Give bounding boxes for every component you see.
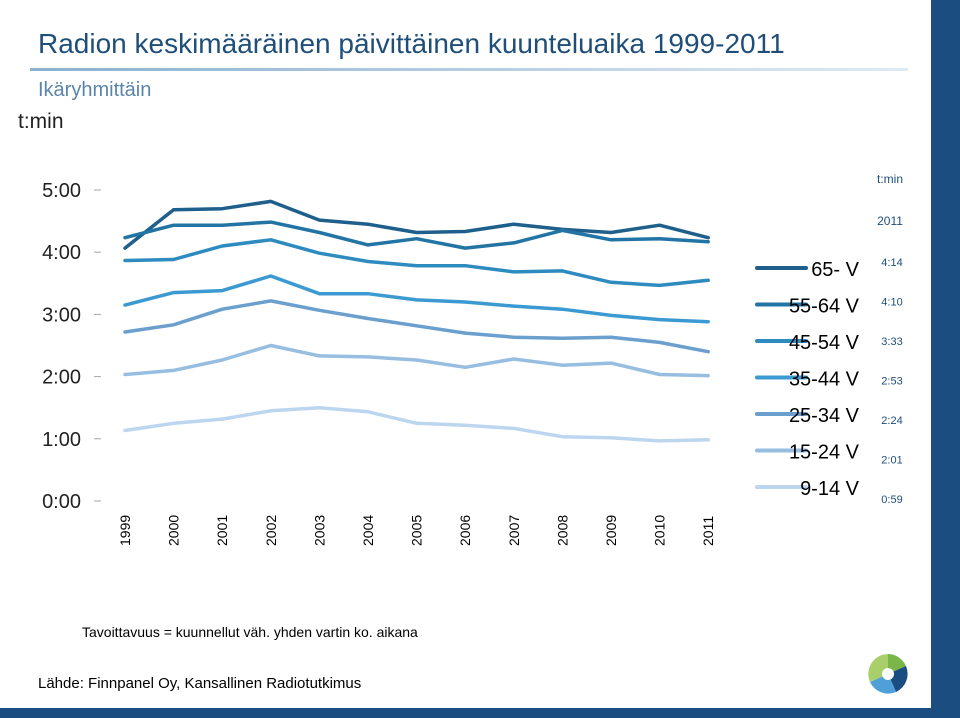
value-table-cell: 2:01 [881, 455, 902, 467]
series-line [123, 299, 710, 354]
x-tick-label: 2008 [554, 515, 570, 546]
x-axis-ticks: 1999 2000 2001 2002 2003 2004 2005 2006 2007 2008… [117, 515, 716, 546]
series-line [123, 343, 710, 378]
value-table-cell: 2:24 [881, 415, 902, 427]
x-tick-label: 2004 [360, 515, 376, 546]
x-tick-label: 2007 [506, 515, 522, 546]
x-tick-label: 2009 [603, 515, 619, 546]
finnpanel-logo [868, 654, 908, 694]
y-tick-label: 5:00 [42, 180, 81, 202]
series-line [123, 405, 710, 443]
legend-label: 55-64 V [789, 296, 860, 318]
y-tick-label: 0:00 [42, 491, 81, 513]
series-line [123, 199, 710, 250]
x-tick-label: 2010 [652, 515, 668, 546]
x-tick-label: 2005 [409, 515, 425, 546]
x-tick-label: 2003 [311, 515, 327, 546]
value-table-cell: 0:59 [881, 494, 902, 506]
x-tick-label: 2006 [457, 515, 473, 546]
decorative-bottom-bar [0, 708, 960, 718]
y-axis-ticks: 5:00 4:00 3:00 2:00 1:00 0:00 [42, 180, 101, 513]
x-tick-label: 2002 [263, 515, 279, 546]
value-table-cell: 2:53 [881, 376, 902, 388]
x-tick-label: 2000 [166, 515, 182, 546]
value-table-year: 2011 [877, 214, 903, 228]
x-tick-label: 2001 [214, 515, 230, 546]
value-table-2011: t:min 2011 4:14 4:10 3:33 2:53 2:24 2:01 0:59 [877, 172, 903, 506]
y-tick-label: 2:00 [42, 367, 81, 389]
title-underline [30, 68, 908, 71]
y-tick-label: 3:00 [42, 304, 81, 326]
decorative-right-bar [931, 0, 960, 718]
series-line [123, 274, 710, 324]
legend-label: 25-34 V [789, 405, 860, 427]
y-axis-unit-label: t:min [18, 110, 64, 133]
value-table-header: t:min [877, 172, 903, 186]
chart-title: Radion keskimääräinen päivittäinen kuunt… [38, 28, 785, 59]
source-note: Lähde: Finnpanel Oy, Kansallinen Radiotu… [38, 675, 362, 692]
chart-subtitle: Ikäryhmittäin [38, 79, 152, 101]
series-line [123, 238, 710, 288]
footnote: Tavoittavuus = kuunnellut väh. yhden var… [82, 624, 418, 640]
value-table-cell: 4:10 [881, 297, 902, 309]
x-tick-label: 2011 [700, 516, 716, 546]
legend-label: 45-54 V [789, 332, 860, 354]
legend-label: 65- V [811, 259, 859, 281]
legend-label: 9-14 V [800, 478, 860, 500]
value-table-cell: 3:33 [881, 336, 902, 348]
legend-label: 35-44 V [789, 369, 860, 391]
y-tick-label: 1:00 [42, 429, 81, 451]
series-line [123, 220, 710, 250]
series-lines [123, 199, 710, 443]
legend-label: 15-24 V [789, 442, 860, 464]
x-tick-label: 1999 [117, 515, 133, 546]
value-table-cell: 4:14 [881, 257, 902, 269]
legend: 65- V 55-64 V 45-54 V 35-44 V 25-34 V 15-24 V… [755, 259, 860, 500]
y-tick-label: 4:00 [42, 242, 81, 264]
